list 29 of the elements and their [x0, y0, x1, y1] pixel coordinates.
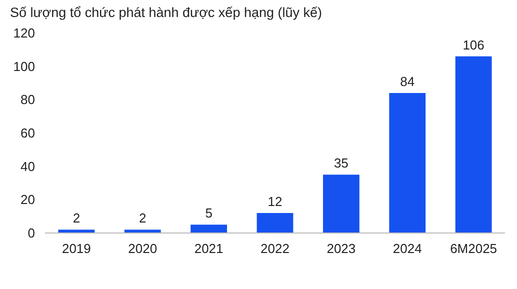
data-label: 84	[400, 74, 415, 89]
data-label: 2	[72, 210, 80, 226]
data-label: 12	[268, 194, 282, 209]
data-label: 2	[139, 210, 146, 226]
bar	[389, 93, 426, 233]
x-tick-label: 2020	[128, 241, 158, 256]
x-tick-label: 2019	[62, 241, 91, 256]
x-tick-label: 2023	[326, 241, 356, 256]
x-tick-label: 2021	[194, 241, 224, 256]
data-label: 106	[462, 37, 484, 52]
x-tick-label: 6M2025	[450, 241, 498, 256]
chart-title: Số lượng tổ chức phát hành được xếp hạng (lũy kế)	[10, 5, 322, 20]
x-tick-label: 2024	[392, 241, 422, 256]
y-tick-label: 20	[20, 192, 35, 208]
bar	[124, 230, 161, 233]
x-tick-label: 2022	[260, 241, 290, 256]
bar	[58, 230, 95, 233]
y-tick-label: 40	[20, 158, 35, 174]
y-tick-label: 60	[20, 126, 35, 141]
y-tick-label: 120	[13, 26, 35, 41]
y-tick-label: 100	[13, 58, 35, 74]
data-label: 35	[334, 156, 348, 171]
bar	[256, 213, 294, 233]
bar	[322, 174, 360, 233]
y-tick-label: 0	[28, 226, 35, 241]
bar	[190, 224, 228, 233]
bar	[455, 56, 492, 233]
y-tick-label: 80	[20, 92, 35, 108]
data-label: 5	[205, 206, 212, 221]
